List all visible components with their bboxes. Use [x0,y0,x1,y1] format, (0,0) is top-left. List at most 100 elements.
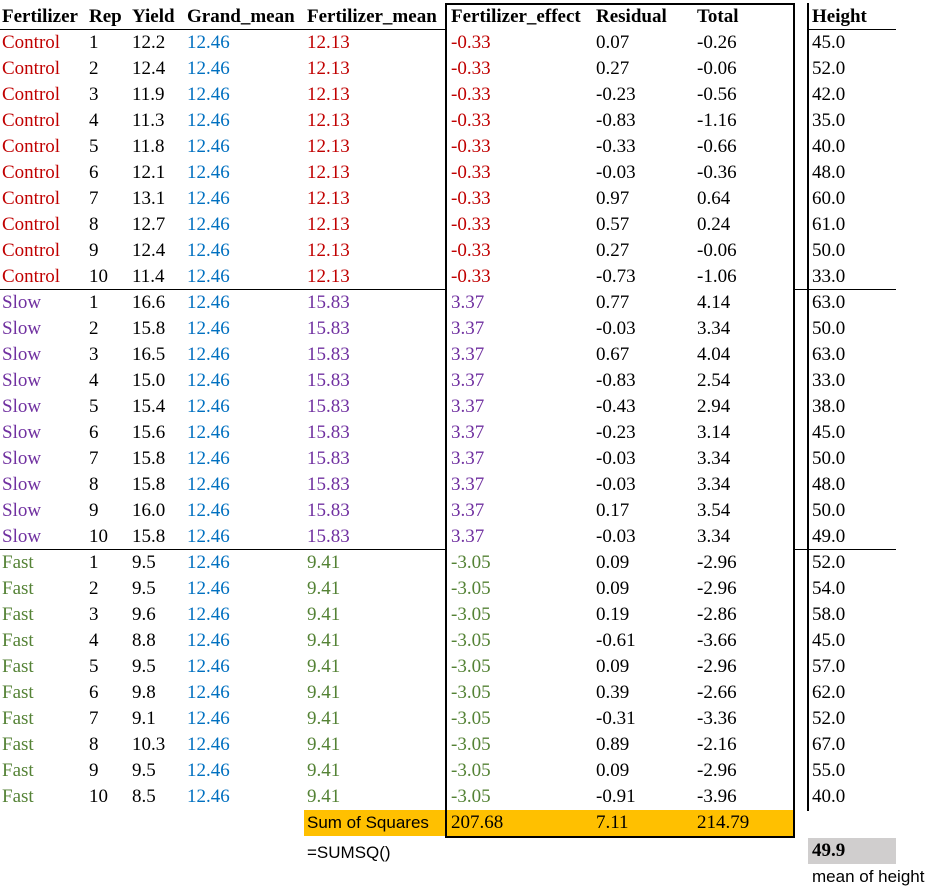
cell-total[interactable]: 4.14 [697,292,731,313]
cell-fertilizer-effect[interactable]: 3.37 [451,344,485,365]
cell-total[interactable]: 3.34 [697,318,731,339]
cell-rep[interactable]: 9 [89,500,99,521]
cell-total[interactable]: 3.54 [697,500,731,521]
cell-total[interactable]: -2.96 [697,656,737,677]
cell-residual[interactable]: -0.03 [596,162,636,183]
cell-total[interactable]: -3.66 [697,630,737,651]
mean-height-value[interactable]: 49.9 [812,840,846,861]
cell-rep[interactable]: 10 [89,526,108,547]
cell-rep[interactable]: 7 [89,188,99,209]
cell-rep[interactable]: 10 [89,266,108,287]
cell-fertilizer-effect[interactable]: -0.33 [451,266,491,287]
cell-total[interactable]: -0.26 [697,32,737,53]
cell-height[interactable]: 67.0 [812,734,846,755]
cell-residual[interactable]: -0.23 [596,422,636,443]
cell-fertilizer-mean[interactable]: 9.41 [307,578,341,599]
cell-fertilizer[interactable]: Slow [2,526,42,547]
cell-rep[interactable]: 3 [89,604,99,625]
cell-fertilizer-effect[interactable]: 3.37 [451,370,485,391]
cell-total[interactable]: -2.96 [697,578,737,599]
cell-height[interactable]: 61.0 [812,214,846,235]
cell-yield[interactable]: 15.8 [132,318,166,339]
cell-grand-mean[interactable]: 12.46 [187,370,230,391]
cell-residual[interactable]: 0.09 [596,578,630,599]
cell-fertilizer-mean[interactable]: 12.13 [307,240,350,261]
sum-of-squares-total[interactable]: 214.79 [697,812,750,833]
cell-height[interactable]: 48.0 [812,162,846,183]
cell-fertilizer-mean[interactable]: 15.83 [307,396,350,417]
cell-fertilizer[interactable]: Control [2,266,61,287]
cell-residual[interactable]: -0.03 [596,526,636,547]
cell-fertilizer[interactable]: Control [2,110,61,131]
cell-residual[interactable]: -0.83 [596,370,636,391]
cell-fertilizer-effect[interactable]: 3.37 [451,422,485,443]
cell-height[interactable]: 63.0 [812,292,846,313]
cell-residual[interactable]: -0.43 [596,396,636,417]
cell-fertilizer-mean[interactable]: 15.83 [307,448,350,469]
cell-total[interactable]: -0.06 [697,240,737,261]
cell-rep[interactable]: 4 [89,110,99,131]
cell-fertilizer-effect[interactable]: -3.05 [451,734,491,755]
cell-fertilizer-effect[interactable]: -3.05 [451,630,491,651]
cell-fertilizer-effect[interactable]: -3.05 [451,682,491,703]
cell-rep[interactable]: 10 [89,786,108,807]
cell-grand-mean[interactable]: 12.46 [187,110,230,131]
cell-rep[interactable]: 8 [89,734,99,755]
cell-height[interactable]: 42.0 [812,84,846,105]
cell-fertilizer-effect[interactable]: -0.33 [451,162,491,183]
cell-total[interactable]: 0.64 [697,188,731,209]
cell-total[interactable]: -0.36 [697,162,737,183]
cell-rep[interactable]: 3 [89,344,99,365]
cell-total[interactable]: -2.66 [697,682,737,703]
cell-fertilizer-effect[interactable]: -0.33 [451,188,491,209]
cell-residual[interactable]: 0.27 [596,240,630,261]
cell-fertilizer-mean[interactable]: 9.41 [307,682,341,703]
cell-fertilizer-mean[interactable]: 12.13 [307,162,350,183]
cell-residual[interactable]: -0.33 [596,136,636,157]
cell-rep[interactable]: 1 [89,552,99,573]
cell-grand-mean[interactable]: 12.46 [187,292,230,313]
cell-yield[interactable]: 9.5 [132,656,156,677]
cell-residual[interactable]: -0.23 [596,84,636,105]
cell-rep[interactable]: 5 [89,656,99,677]
cell-yield[interactable]: 15.8 [132,526,166,547]
cell-residual[interactable]: 0.09 [596,760,630,781]
cell-grand-mean[interactable]: 12.46 [187,604,230,625]
cell-residual[interactable]: 0.27 [596,58,630,79]
cell-fertilizer[interactable]: Slow [2,474,42,495]
cell-fertilizer[interactable]: Fast [2,708,34,729]
cell-yield[interactable]: 16.0 [132,500,166,521]
cell-yield[interactable]: 16.5 [132,344,166,365]
cell-fertilizer-effect[interactable]: 3.37 [451,396,485,417]
cell-fertilizer-mean[interactable]: 15.83 [307,526,350,547]
cell-yield[interactable]: 8.5 [132,786,156,807]
cell-grand-mean[interactable]: 12.46 [187,422,230,443]
cell-height[interactable]: 57.0 [812,656,846,677]
cell-height[interactable]: 33.0 [812,370,846,391]
cell-fertilizer-mean[interactable]: 15.83 [307,422,350,443]
cell-fertilizer-mean[interactable]: 15.83 [307,370,350,391]
sum-of-squares-residual[interactable]: 7.11 [596,812,629,833]
cell-fertilizer[interactable]: Slow [2,396,42,417]
cell-rep[interactable]: 9 [89,760,99,781]
cell-grand-mean[interactable]: 12.46 [187,786,230,807]
cell-fertilizer-mean[interactable]: 9.41 [307,786,341,807]
cell-yield[interactable]: 11.9 [132,84,165,105]
cell-height[interactable]: 58.0 [812,604,846,625]
cell-total[interactable]: -3.36 [697,708,737,729]
cell-fertilizer-effect[interactable]: -0.33 [451,32,491,53]
cell-fertilizer-effect[interactable]: -3.05 [451,604,491,625]
cell-grand-mean[interactable]: 12.46 [187,240,230,261]
cell-fertilizer-effect[interactable]: -3.05 [451,786,491,807]
cell-fertilizer-mean[interactable]: 12.13 [307,214,350,235]
cell-height[interactable]: 54.0 [812,578,846,599]
cell-height[interactable]: 45.0 [812,630,846,651]
cell-rep[interactable]: 2 [89,58,99,79]
cell-grand-mean[interactable]: 12.46 [187,448,230,469]
cell-residual[interactable]: -0.03 [596,448,636,469]
cell-fertilizer-mean[interactable]: 12.13 [307,84,350,105]
cell-fertilizer[interactable]: Control [2,188,61,209]
cell-fertilizer[interactable]: Control [2,162,61,183]
cell-fertilizer[interactable]: Control [2,136,61,157]
cell-fertilizer-effect[interactable]: -3.05 [451,656,491,677]
